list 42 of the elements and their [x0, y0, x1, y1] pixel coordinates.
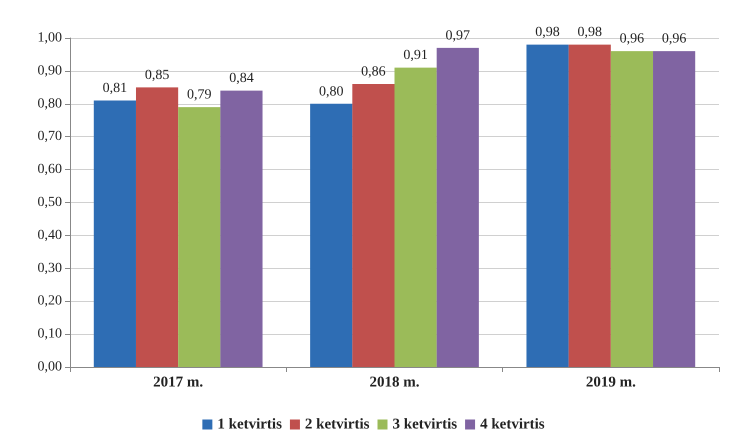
- bar: [310, 104, 352, 367]
- x-tick-label: 2019 m.: [586, 374, 636, 390]
- bar: [220, 90, 263, 367]
- data-label: 0,85: [144, 68, 170, 83]
- y-tick-label: 0,60: [38, 162, 62, 178]
- data-label: 0,91: [403, 48, 428, 64]
- data-label: 0,96: [662, 32, 686, 47]
- bar: [94, 100, 136, 367]
- data-label: 0,84: [229, 71, 254, 86]
- data-label: 0,97: [446, 28, 470, 44]
- x-tick-label: 2017 m.: [153, 374, 204, 390]
- y-tick-label: 0,30: [38, 260, 62, 276]
- y-tick-label: 0,50: [38, 195, 62, 210]
- data-label: 0,98: [577, 25, 602, 40]
- legend-label: 4 ketvirtis: [480, 416, 545, 432]
- y-tick-label: 0,70: [38, 129, 62, 144]
- legend-label: 2 ketvirtis: [304, 416, 370, 432]
- bar: [136, 87, 178, 367]
- y-tick-label: 0,00: [38, 360, 62, 374]
- data-label: 0,98: [535, 25, 560, 40]
- data-label: 0,86: [361, 64, 386, 80]
- bar: [653, 51, 696, 367]
- bar: [568, 44, 611, 367]
- bar: [610, 51, 654, 367]
- bar: [178, 107, 220, 367]
- x-tick-label: 2018 m.: [370, 374, 420, 390]
- bar: [352, 84, 394, 367]
- y-tick-label: 1,00: [38, 30, 62, 46]
- legend-label: 3 ketvirtis: [392, 416, 458, 432]
- data-label: 0,80: [318, 84, 344, 100]
- legend-label: 1 ketvirtis: [217, 416, 282, 432]
- data-label: 0,96: [620, 32, 644, 47]
- y-tick-label: 0,20: [38, 294, 62, 309]
- y-tick-label: 0,40: [38, 228, 62, 243]
- bar: [394, 68, 437, 367]
- y-tick-label: 0,10: [38, 326, 62, 342]
- data-label: 0,81: [102, 81, 128, 96]
- y-tick-label: 0,90: [38, 63, 62, 78]
- bar: [526, 44, 569, 367]
- y-tick-label: 0,80: [38, 96, 62, 112]
- data-label: 0,79: [187, 88, 212, 103]
- bar: [436, 48, 479, 367]
